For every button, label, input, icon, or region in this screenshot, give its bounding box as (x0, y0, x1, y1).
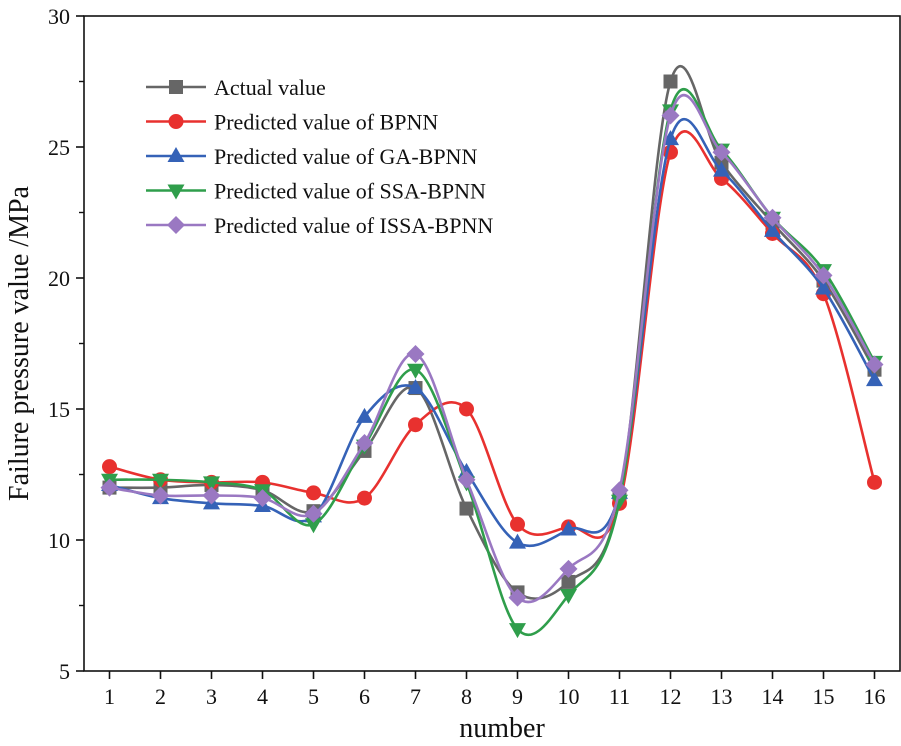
x-tick-label: 7 (410, 684, 421, 709)
data-point (406, 344, 425, 363)
x-tick-label: 10 (558, 684, 580, 709)
legend-item: Predicted value of BPNN (146, 110, 438, 135)
data-point (713, 161, 730, 177)
x-tick-label: 1 (104, 684, 115, 709)
data-point (561, 574, 576, 589)
data-point (253, 489, 272, 508)
x-tick-label: 11 (609, 684, 630, 709)
data-point (764, 221, 781, 237)
data-point (151, 486, 170, 505)
data-point (304, 504, 323, 523)
y-tick-label: 30 (48, 4, 70, 29)
data-point (663, 74, 678, 89)
axis-labels: number Failure pressure value /MPa (4, 185, 545, 744)
legend-marker (168, 114, 184, 129)
legend-label: Predicted value of GA-BPNN (214, 144, 477, 169)
y-tick-label: 25 (48, 135, 70, 160)
legend-marker (169, 80, 183, 94)
data-point (202, 486, 221, 505)
x-tick-label: 3 (206, 684, 217, 709)
data-point (102, 459, 117, 475)
legend-item: Actual value (146, 75, 326, 100)
data-point (457, 470, 476, 489)
data-point (305, 518, 322, 534)
data-point (814, 266, 833, 285)
data-point (560, 520, 577, 536)
data-point (152, 473, 169, 489)
legend-label: Predicted value of BPNN (214, 110, 438, 135)
data-point (661, 106, 680, 125)
x-tick-label: 16 (864, 684, 886, 709)
x-tick-label: 14 (762, 684, 784, 709)
legend-item: Predicted value of SSA-BPNN (146, 179, 486, 204)
data-point (459, 501, 474, 516)
data-point (510, 516, 525, 532)
x-tick-label: 12 (660, 684, 682, 709)
data-point (867, 474, 882, 490)
data-point (356, 407, 373, 423)
data-point (509, 533, 526, 549)
x-tick-label: 4 (257, 684, 268, 709)
legend-label: Predicted value of SSA-BPNN (214, 179, 486, 204)
data-point (100, 478, 119, 497)
x-tick-label: 6 (359, 684, 370, 709)
data-point (611, 494, 628, 510)
legend: Actual value Predicted value of BPNN Predi… (146, 75, 493, 238)
series-line (109, 94, 876, 604)
series-5 (100, 94, 884, 607)
legend-item: Predicted value of GA-BPNN (146, 144, 477, 169)
data-point (610, 481, 629, 500)
data-point (508, 588, 527, 607)
y-tick-label: 20 (48, 266, 70, 291)
y-tick-label: 5 (59, 659, 70, 684)
data-point (407, 363, 424, 379)
data-point (407, 379, 424, 395)
legend-marker (167, 184, 185, 200)
legend-item: Predicted value of ISSA-BPNN (146, 213, 493, 238)
y-tick-label: 10 (48, 528, 70, 553)
data-point (866, 371, 883, 387)
legend-marker (167, 216, 185, 234)
data-point (662, 130, 679, 146)
series-4 (101, 88, 883, 639)
x-tick-label: 15 (813, 684, 835, 709)
x-tick-label: 9 (512, 684, 523, 709)
x-tick-label: 8 (461, 684, 472, 709)
x-tick-label: 13 (711, 684, 733, 709)
data-point (203, 476, 220, 492)
data-point (560, 589, 577, 605)
x-tick-label: 2 (155, 684, 166, 709)
y-axis-title: Failure pressure value /MPa (4, 185, 35, 500)
data-point (355, 434, 374, 453)
legend-label: Actual value (214, 75, 326, 100)
x-axis-title: number (459, 713, 545, 744)
data-point (559, 559, 578, 578)
data-point (712, 143, 731, 162)
data-point (763, 208, 782, 227)
data-point (509, 623, 526, 639)
data-point (306, 485, 321, 501)
data-point (815, 279, 832, 295)
series-line (109, 88, 876, 637)
data-point (357, 490, 372, 506)
plot-frame (83, 15, 901, 672)
x-tick-label: 5 (308, 684, 319, 709)
data-point (408, 417, 423, 433)
legend-label: Predicted value of ISSA-BPNN (214, 213, 493, 238)
data-point (459, 401, 474, 417)
series-layer (100, 64, 884, 639)
y-tick-label: 15 (48, 397, 70, 422)
legend-marker (167, 147, 185, 162)
data-point (865, 355, 884, 374)
